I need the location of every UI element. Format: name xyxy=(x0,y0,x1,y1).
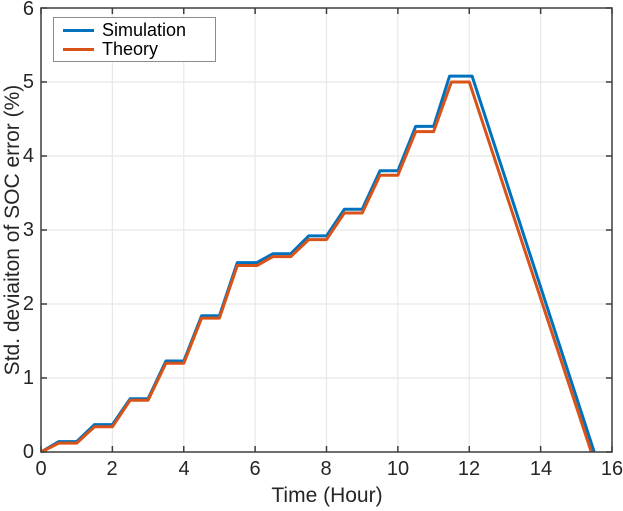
y-tick-label: 1 xyxy=(22,367,34,389)
y-tick-label: 5 xyxy=(22,71,34,93)
y-tick-label: 4 xyxy=(22,145,34,167)
y-tick-label: 3 xyxy=(22,219,34,241)
x-tick-label: 14 xyxy=(529,458,553,480)
x-tick-label: 4 xyxy=(178,458,190,480)
axes-border xyxy=(40,7,613,453)
legend-label-theory: Theory xyxy=(102,39,159,59)
y-tick-label: 6 xyxy=(22,0,34,20)
y-tick-label: 0 xyxy=(22,441,34,463)
x-tick-label: 8 xyxy=(320,458,332,480)
x-tick-label: 2 xyxy=(106,458,118,480)
x-tick-label: 16 xyxy=(600,458,623,480)
x-tick-label: 6 xyxy=(249,458,261,480)
y-tick-label: 2 xyxy=(22,293,34,315)
x-tick-label: 0 xyxy=(35,458,47,480)
x-axis-label: Time (Hour) xyxy=(271,484,383,507)
legend: Simulation Theory xyxy=(53,17,216,62)
legend-entry-simulation: Simulation xyxy=(63,21,215,40)
y-axis-label: Std. deviaiton of SOC error (%) xyxy=(1,84,24,376)
x-tick-label: 12 xyxy=(457,458,481,480)
simulation-line xyxy=(40,74,596,454)
legend-entry-theory: Theory xyxy=(63,40,215,59)
x-tick-label: 10 xyxy=(386,458,410,480)
gridlines xyxy=(41,8,612,452)
simulation-line-swatch xyxy=(63,29,94,32)
theory-line xyxy=(40,80,593,454)
theory-line-swatch xyxy=(63,48,94,51)
legend-label-simulation: Simulation xyxy=(102,20,187,40)
